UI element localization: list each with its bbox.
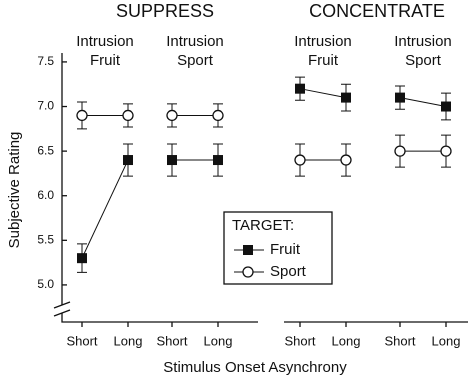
x-tick-label: Short [156,333,187,348]
marker-square [295,83,305,94]
legend-marker [243,245,253,255]
x-tick-label: Short [284,333,315,348]
panel-title: Intrusion [394,33,452,50]
marker-circle [166,109,178,122]
legend-label: Fruit [270,241,301,258]
panel-title: Intrusion [76,33,134,50]
y-axis-title: Subjective Rating [6,132,23,249]
y-tick-label: 7.5 [37,54,54,68]
x-tick-label: Long [432,333,461,348]
y-tick-label: 6.0 [37,188,54,202]
legend-label: Sport [270,263,307,280]
y-tick-label: 6.5 [37,143,54,157]
x-axis-left [61,313,258,323]
legend-title: TARGET: [232,217,294,234]
axes [53,53,468,323]
panel-title: Sport [405,52,442,69]
marker-square [395,92,405,103]
x-tick-label: Short [384,333,415,348]
marker-circle [212,109,224,122]
marker-square [213,155,223,166]
marker-square [167,155,177,166]
panel-title: Fruit [90,52,121,69]
panel-title: Sport [177,52,214,69]
y-tick-label: 5.5 [37,232,54,246]
x-axis-title: Stimulus Onset Asynchrony [163,359,347,376]
series-line [299,88,347,99]
x-tick-label: Short [66,333,97,348]
marker-square [123,155,133,166]
marker-circle [394,145,406,157]
panel-title: Intrusion [294,33,352,50]
marker-square [341,92,351,103]
legend-marker [242,266,254,278]
x-tick-label: Long [332,333,361,348]
y-tick-label: 7.0 [37,99,54,113]
axis-break [53,309,71,317]
panel-title: Intrusion [166,33,224,50]
x-tick-label: Long [204,333,233,348]
panel-title: Fruit [308,52,339,69]
marker-circle [440,145,452,157]
marker-circle [122,109,134,122]
series-line [399,97,447,108]
marker-circle [76,109,88,122]
marker-circle [294,154,306,166]
marker-circle [340,154,352,166]
marker-square [77,253,87,264]
y-tick-label: 5.0 [37,277,54,291]
x-tick-label: Long [114,333,143,348]
marker-square [441,101,451,112]
group-title: SUPPRESS [116,1,214,21]
series-line [81,159,129,259]
axis-break [53,301,71,309]
group-title: CONCENTRATE [309,1,445,21]
